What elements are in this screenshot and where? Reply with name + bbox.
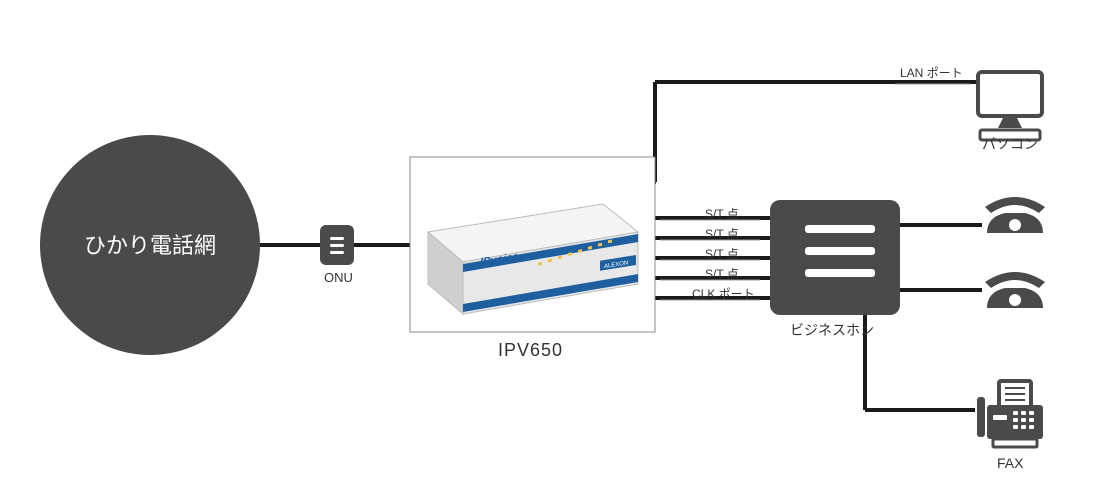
fax-label: FAX — [997, 455, 1023, 471]
pbx-label: ビジネスホン — [790, 320, 874, 340]
lan-port-label: LAN ポート — [900, 64, 963, 81]
st-port-label-1: S/T 点 — [705, 205, 739, 222]
clk-port-label: CLK ポート — [692, 285, 755, 302]
svg-text:ひかり電話網: ひかり電話網 — [84, 233, 216, 258]
st-port-label-4: S/T 点 — [705, 265, 739, 282]
device-label: IPV650 — [498, 340, 563, 361]
st-port-label-2: S/T 点 — [705, 225, 739, 242]
pc-label: パソコン — [982, 134, 1038, 154]
st-port-label-3: S/T 点 — [705, 245, 739, 262]
onu-label: ONU — [324, 270, 353, 285]
